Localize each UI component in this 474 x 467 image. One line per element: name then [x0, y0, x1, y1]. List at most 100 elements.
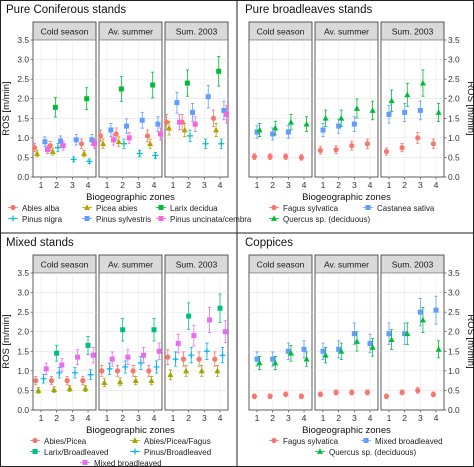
y-tick-label: 2.0: [17, 94, 29, 104]
x-tick-label: 3: [136, 413, 141, 423]
legend-key-marker: [158, 216, 164, 221]
legend-label: Fagus sylvatica: [283, 204, 339, 213]
x-tick-label: 1: [321, 180, 326, 190]
data-point: [383, 148, 389, 155]
y-tick-label: 1.0: [17, 133, 29, 143]
x-tick-label: 4: [218, 413, 223, 423]
data-point: [383, 393, 389, 399]
data-point: [85, 342, 91, 348]
data-point: [417, 309, 423, 315]
y-tick-label: 3.5: [448, 268, 460, 278]
data-point: [267, 154, 273, 160]
data-point: [186, 313, 192, 319]
data-point: [404, 91, 411, 98]
x-tick-label: 3: [352, 413, 357, 423]
data-point: [251, 154, 257, 160]
data-point: [267, 393, 273, 399]
data-point: [33, 378, 39, 384]
data-point: [272, 124, 279, 131]
legend-key-marker: [82, 460, 88, 465]
facet-panel: [380, 39, 445, 178]
facet-label: Cold season: [41, 27, 89, 37]
data-point: [205, 94, 211, 100]
y-tick-label: 0.0: [448, 172, 460, 182]
y-tick-label: 1.5: [448, 113, 460, 123]
legend-key-marker: [271, 204, 277, 211]
y-axis-title: ROS [m/min]: [1, 314, 12, 368]
data-point: [54, 144, 61, 151]
facet-panel: [164, 39, 229, 178]
data-point: [322, 115, 329, 121]
x-tick-label: 2: [270, 413, 275, 423]
legend-key-marker: [10, 204, 16, 211]
data-point: [87, 371, 94, 378]
facet-label: Av. summer: [324, 27, 369, 37]
data-point: [64, 378, 70, 384]
legend-label: Pinus nigra: [22, 215, 63, 224]
data-point: [117, 378, 124, 385]
data-point: [283, 391, 289, 397]
x-tick-label: 1: [39, 413, 44, 423]
data-point: [158, 131, 163, 137]
data-point: [147, 140, 154, 147]
data-point: [435, 109, 442, 115]
data-point: [66, 385, 73, 391]
chart-title: Pure broadleaves stands: [245, 4, 372, 16]
data-point: [184, 80, 190, 86]
x-tick-label: 4: [434, 413, 439, 423]
data-point: [59, 362, 65, 368]
data-point: [320, 127, 326, 133]
data-point: [353, 338, 360, 344]
y-tick-label: 3.5: [448, 35, 460, 45]
data-point: [336, 123, 342, 129]
data-point: [92, 141, 97, 147]
x-tick-label: 4: [218, 180, 223, 190]
facet-label: Av. summer: [324, 260, 369, 270]
x-tick-label: 2: [336, 180, 341, 190]
x-tick-label: 1: [171, 180, 176, 190]
data-point: [130, 368, 136, 374]
y-tick-label: 3.0: [17, 55, 29, 65]
y-tick-label: 1.5: [17, 346, 29, 356]
y-axis-title: ROS [m/min]: [465, 81, 474, 135]
chart-title: Mixed stands: [6, 237, 74, 249]
y-tick-label: 0.5: [448, 152, 460, 162]
data-point: [402, 331, 408, 337]
data-point: [166, 124, 173, 131]
x-tick-label: 1: [105, 413, 110, 423]
x-tick-label: 4: [434, 180, 439, 190]
data-point: [174, 100, 180, 106]
y-tick-label: 1.0: [448, 133, 460, 143]
data-point: [207, 317, 213, 323]
data-point: [52, 104, 58, 110]
data-point: [322, 352, 329, 358]
y-tick-label: 0.5: [17, 152, 29, 162]
data-point: [188, 352, 195, 359]
data-point: [97, 133, 104, 139]
data-point: [153, 363, 160, 370]
y-tick-label: 2.5: [448, 307, 460, 317]
data-point: [175, 340, 181, 346]
x-tick-label: 2: [186, 413, 191, 423]
x-tick-label: 4: [152, 180, 157, 190]
data-point: [364, 141, 370, 147]
data-point: [287, 119, 294, 125]
legend-label: Larix/Broadleaved: [44, 448, 108, 457]
legend-label: Mixed broadleaved: [94, 459, 162, 467]
x-tick-label: 1: [387, 180, 392, 190]
data-point: [353, 105, 360, 111]
x-tick-label: 3: [202, 413, 207, 423]
data-point: [217, 305, 223, 311]
legend-key-marker: [365, 205, 371, 210]
legend-label: Pinus sylvestris: [96, 215, 151, 224]
x-tick-label: 2: [120, 413, 125, 423]
x-tick-label: 4: [302, 180, 307, 190]
data-point: [108, 127, 114, 133]
data-point: [419, 79, 426, 86]
y-tick-label: 1.0: [448, 366, 460, 376]
x-tick-label: 2: [54, 413, 59, 423]
legend-key-marker: [84, 216, 90, 221]
x-tick-label: 2: [402, 413, 407, 423]
